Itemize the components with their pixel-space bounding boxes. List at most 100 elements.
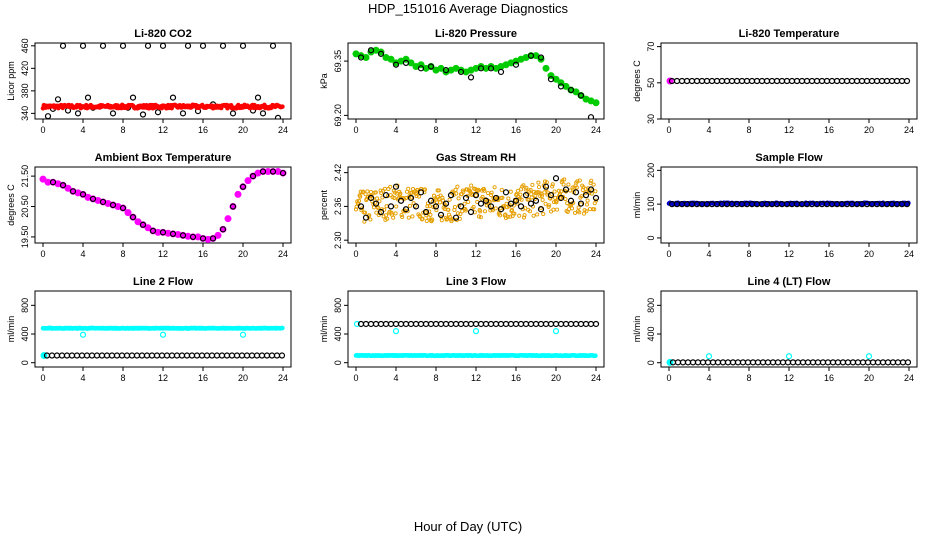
data-point xyxy=(497,206,505,213)
x-tick-label: 8 xyxy=(746,125,751,135)
panel-4: Gas Stream RH 0 4 8 12 16 20 24 2.30 2.36 2.42 perc… xyxy=(319,152,605,259)
data-point xyxy=(74,110,82,117)
data-point xyxy=(563,196,568,202)
data-point xyxy=(734,359,742,366)
data-point xyxy=(54,96,62,103)
data-point xyxy=(472,192,480,199)
data-point xyxy=(397,320,405,328)
data-layer xyxy=(666,353,912,366)
data-point xyxy=(531,213,536,218)
y-tick-label: 2.36 xyxy=(333,198,343,216)
data-point xyxy=(399,213,404,218)
data-point xyxy=(377,208,385,216)
panel-1: Li-820 Pressure 0 4 8 12 16 20 24 69.20 69.35 kPa xyxy=(319,28,605,135)
y-tick-label: 19.50 xyxy=(20,226,30,249)
data-point xyxy=(358,194,363,199)
data-point xyxy=(522,192,530,199)
x-tick-label: 24 xyxy=(591,249,601,259)
data-point xyxy=(406,186,411,191)
data-point xyxy=(368,217,373,222)
x-tick-label: 20 xyxy=(551,249,561,259)
y-tick-label: 70 xyxy=(646,42,656,52)
data-point xyxy=(477,200,485,207)
data-point xyxy=(592,207,597,212)
panel-5: Sample Flow 0 4 8 12 16 20 24 0 100 200 ml/min xyxy=(632,152,918,259)
data-point xyxy=(500,195,505,200)
data-point xyxy=(179,110,187,117)
data-point xyxy=(44,113,52,119)
data-point xyxy=(193,352,201,359)
series-0 xyxy=(40,325,285,331)
data-point xyxy=(393,211,398,216)
data-point xyxy=(482,320,490,328)
data-point xyxy=(774,359,782,366)
data-point xyxy=(550,184,555,189)
x-tick-label: 24 xyxy=(591,125,601,135)
data-point xyxy=(362,214,370,221)
data-point xyxy=(353,320,361,328)
plot-frame xyxy=(660,290,918,368)
data-point xyxy=(169,94,177,101)
data-point xyxy=(392,328,400,335)
data-point xyxy=(68,352,76,359)
data-point xyxy=(446,207,451,212)
data-point xyxy=(819,359,827,366)
data-point xyxy=(269,43,277,49)
y-tick-label: 400 xyxy=(333,327,343,342)
x-tick-label: 8 xyxy=(120,249,125,259)
data-point xyxy=(417,189,425,196)
x-tick-label: 0 xyxy=(40,373,45,383)
data-point xyxy=(507,320,515,328)
data-point xyxy=(263,352,271,359)
data-point xyxy=(455,184,460,189)
y-tick-label: 69.35 xyxy=(333,50,343,73)
data-point xyxy=(512,320,520,328)
x-tick-label: 8 xyxy=(433,249,438,259)
data-point xyxy=(432,203,440,210)
data-point xyxy=(472,320,480,328)
data-point xyxy=(521,215,527,220)
data-point xyxy=(788,77,796,85)
data-point xyxy=(223,352,231,359)
data-point xyxy=(873,77,881,85)
data-point xyxy=(507,200,515,207)
data-point xyxy=(198,352,206,359)
data-point xyxy=(688,77,696,85)
data-point xyxy=(144,224,152,232)
x-tick-label: 20 xyxy=(864,249,874,259)
data-point xyxy=(440,198,446,203)
data-point xyxy=(552,189,557,194)
data-point xyxy=(417,65,425,72)
series-2 xyxy=(669,359,912,366)
data-point xyxy=(859,359,867,366)
data-point xyxy=(229,110,237,117)
data-point xyxy=(587,186,595,193)
data-point xyxy=(536,185,542,190)
data-point xyxy=(713,77,721,85)
data-point xyxy=(229,203,237,210)
data-point xyxy=(789,359,797,366)
data-point xyxy=(569,206,575,211)
data-point xyxy=(719,359,727,366)
data-point xyxy=(575,179,580,184)
y-axis-label: degrees C xyxy=(6,184,16,226)
data-point xyxy=(447,320,455,328)
data-point xyxy=(572,320,580,328)
data-point xyxy=(898,77,906,85)
data-point xyxy=(753,77,761,85)
data-point xyxy=(473,193,479,198)
data-point xyxy=(477,65,485,72)
data-point xyxy=(532,320,540,328)
data-point xyxy=(539,193,545,198)
data-point xyxy=(463,208,468,213)
data-point xyxy=(99,198,107,206)
y-tick-label: 20.50 xyxy=(20,195,30,218)
data-point xyxy=(248,352,256,359)
data-point xyxy=(254,94,262,101)
data-point xyxy=(108,352,116,359)
data-point xyxy=(769,359,777,366)
data-point xyxy=(512,211,517,216)
data-point xyxy=(365,189,370,194)
data-point xyxy=(522,320,530,328)
data-point xyxy=(442,200,450,207)
